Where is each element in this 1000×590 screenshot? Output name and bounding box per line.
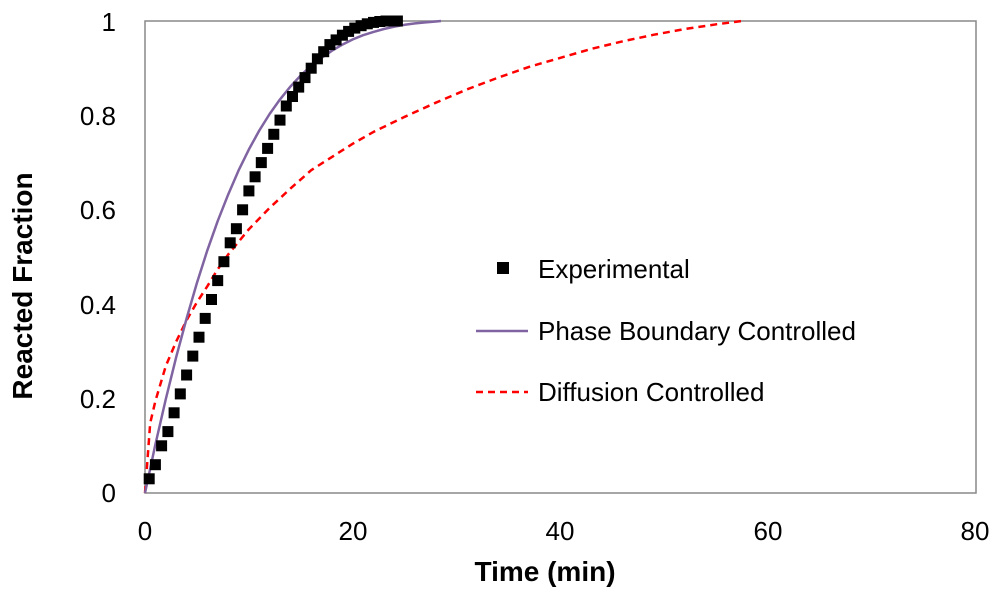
- experimental-point: [162, 426, 174, 438]
- experimental-point: [249, 171, 261, 183]
- legend-marker-experimental: [497, 262, 509, 274]
- experimental-point: [212, 275, 224, 287]
- experimental-point: [187, 350, 199, 362]
- experimental-point: [174, 388, 186, 400]
- experimental-point: [391, 15, 403, 27]
- experimental-point: [330, 34, 342, 46]
- experimental-point: [224, 237, 236, 249]
- experimental-point: [368, 16, 379, 28]
- experimental-point: [255, 157, 267, 169]
- experimental-point: [311, 53, 323, 65]
- experimental-point: [243, 185, 255, 197]
- plot-area: [144, 20, 977, 494]
- experimental-point: [343, 25, 355, 37]
- experimental-point: [336, 29, 348, 41]
- experimental-point: [355, 20, 367, 32]
- experimental-point: [218, 256, 230, 268]
- experimental-point: [262, 142, 274, 154]
- experimental-point: [143, 473, 155, 485]
- x-tick-label: 20: [339, 516, 368, 546]
- x-axis-title: Time (min): [474, 556, 615, 587]
- experimental-point: [206, 294, 217, 305]
- legend-label-phase-boundary: Phase Boundary Controlled: [538, 316, 856, 346]
- y-tick-label: 0.4: [80, 290, 116, 320]
- legend-label-diffusion: Diffusion Controlled: [538, 377, 764, 407]
- series-experimental: [143, 15, 403, 485]
- experimental-point: [324, 39, 336, 51]
- experimental-point: [293, 81, 305, 93]
- experimental-point: [149, 459, 161, 471]
- experimental-point: [287, 91, 298, 102]
- y-tick-label: 0.2: [80, 384, 116, 414]
- experimental-point: [349, 22, 361, 34]
- experimental-point: [361, 18, 373, 30]
- x-tick-label: 40: [546, 516, 575, 546]
- experimental-point: [318, 46, 330, 58]
- y-axis-title: Reacted Fraction: [7, 172, 38, 399]
- y-tick-label: 0: [102, 478, 116, 508]
- experimental-point: [280, 100, 292, 112]
- x-tick-label: 0: [138, 516, 152, 546]
- experimental-point: [274, 114, 286, 126]
- y-tick-label: 1: [102, 7, 116, 37]
- experimental-point: [299, 72, 311, 84]
- experimental-point: [193, 331, 205, 343]
- experimental-point: [230, 223, 242, 235]
- experimental-point: [181, 369, 193, 381]
- x-tick-label: 60: [754, 516, 783, 546]
- y-tick-label: 0.8: [80, 101, 116, 131]
- legend: Experimental Phase Boundary Controlled D…: [476, 254, 856, 407]
- x-tick-label: 80: [961, 516, 990, 546]
- experimental-point: [156, 440, 168, 452]
- experimental-point: [374, 16, 386, 27]
- experimental-point: [380, 15, 392, 27]
- experimental-point: [305, 62, 317, 74]
- experimental-point: [268, 128, 280, 140]
- experimental-point: [237, 204, 249, 216]
- y-tick-label: 0.6: [80, 195, 116, 225]
- experimental-point: [199, 312, 211, 324]
- experimental-point: [168, 407, 180, 419]
- legend-label-experimental: Experimental: [538, 254, 690, 284]
